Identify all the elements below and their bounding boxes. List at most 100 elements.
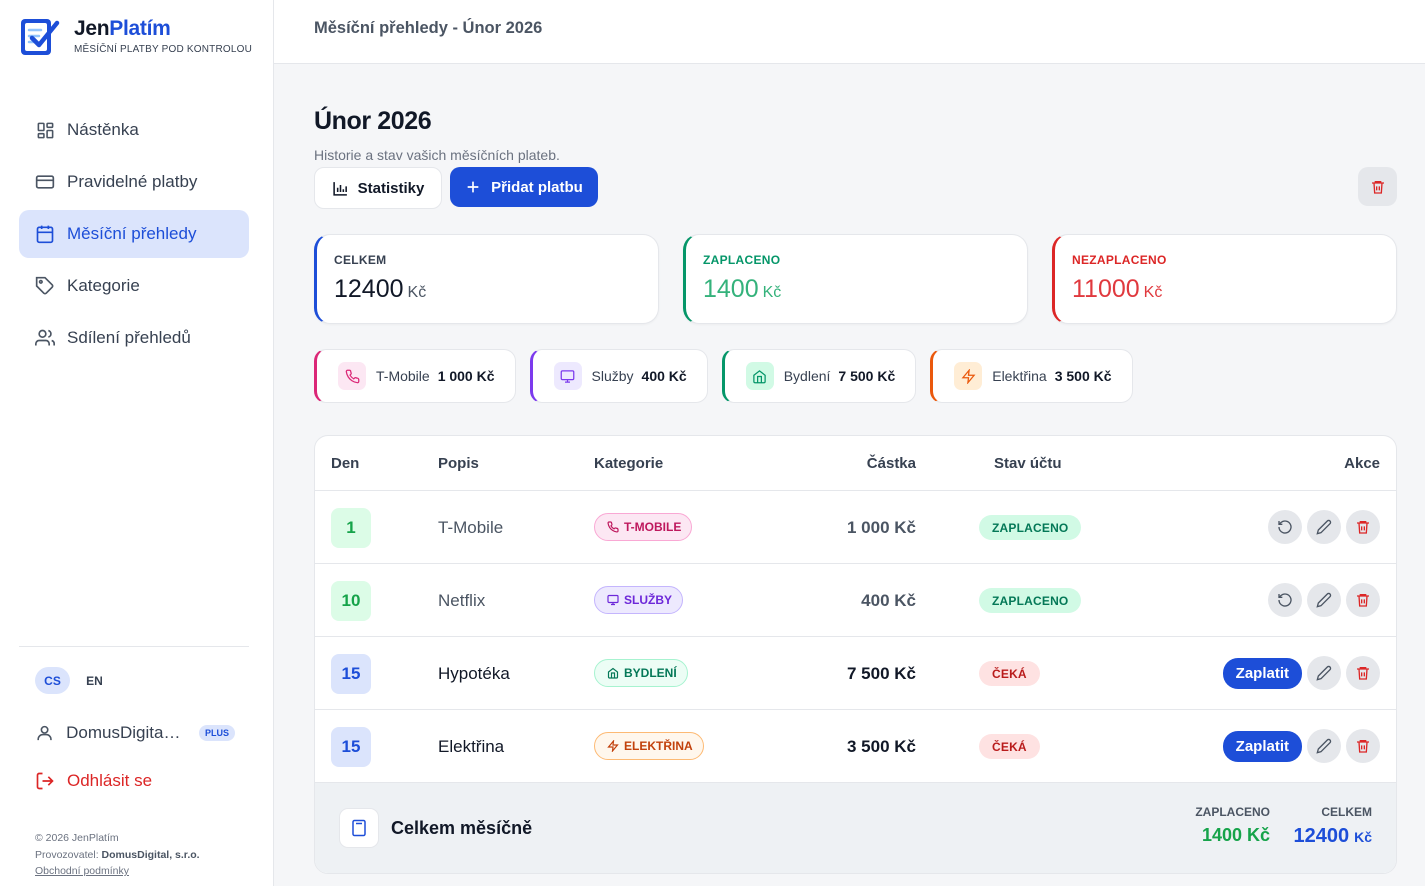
add-payment-label: Přidat platbu bbox=[491, 178, 583, 196]
edit-payment-button[interactable] bbox=[1307, 583, 1341, 617]
summary-unpaid-card: NEZAPLACENO 11000 Kč bbox=[1052, 234, 1397, 324]
category-chip-name: Služby bbox=[591, 368, 634, 384]
lightning-icon bbox=[607, 740, 619, 752]
table-row: 10 Netflix SLUŽBY 400 Kč ZAPLACENO bbox=[315, 564, 1396, 637]
users-icon bbox=[35, 328, 55, 348]
table-header: Den Popis Kategorie Částka Stav účtu Akc… bbox=[315, 436, 1396, 491]
edit-payment-button[interactable] bbox=[1307, 729, 1341, 763]
logout-button[interactable]: Odhlásit se bbox=[35, 771, 152, 791]
sidebar-item-pravidelne-platby[interactable]: Pravidelné platby bbox=[19, 158, 249, 206]
sidebar-item-label: Pravidelné platby bbox=[67, 172, 198, 191]
payment-amount: 3 500 Kč bbox=[847, 737, 916, 756]
summary-total-label: CELKEM bbox=[334, 253, 387, 267]
pay-button[interactable]: Zaplatit bbox=[1222, 657, 1302, 689]
delete-payment-button[interactable] bbox=[1346, 656, 1380, 690]
monitor-icon bbox=[607, 594, 619, 606]
category-badge: SLUŽBY bbox=[594, 586, 683, 614]
status-badge: ČEKÁ bbox=[979, 661, 1040, 686]
copyright: © 2026 JenPlatím bbox=[35, 832, 119, 844]
day-badge: 10 bbox=[331, 581, 371, 621]
pay-button[interactable]: Zaplatit bbox=[1222, 730, 1302, 762]
footer-total-label: CELKEM bbox=[1321, 805, 1372, 819]
category-chip-amount: 1 000 Kč bbox=[437, 368, 495, 384]
row-actions bbox=[1263, 510, 1380, 544]
sidebar-item-mesicni-prehledy[interactable]: Měsíční přehledy bbox=[19, 210, 249, 258]
status-badge: ZAPLACENO bbox=[979, 588, 1082, 613]
statistics-label: Statistiky bbox=[357, 179, 425, 197]
pencil-icon bbox=[1316, 592, 1332, 608]
footer-paid-label: ZAPLACENO bbox=[1195, 805, 1270, 819]
category-badge: ELEKTŘINA bbox=[594, 732, 704, 760]
footer-total-value: 12400 Kč bbox=[1293, 825, 1372, 847]
sidebar-item-kategorie[interactable]: Kategorie bbox=[19, 262, 249, 310]
category-chip-amount: 7 500 Kč bbox=[838, 368, 896, 384]
language-switcher: CS EN bbox=[35, 667, 119, 694]
header-status: Stav účtu bbox=[994, 455, 1062, 472]
lang-en-button[interactable]: EN bbox=[86, 673, 103, 688]
sidebar-item-label: Měsíční přehledy bbox=[67, 224, 197, 243]
undo-icon bbox=[1278, 520, 1292, 534]
delete-payment-button[interactable] bbox=[1346, 729, 1380, 763]
summary-total-card: CELKEM 12400 Kč bbox=[314, 234, 659, 324]
trash-icon bbox=[1357, 740, 1369, 753]
sidebar-item-sdileni-prehledu[interactable]: Sdílení přehledů bbox=[19, 314, 249, 362]
logo-icon bbox=[21, 19, 60, 55]
payment-amount: 7 500 Kč bbox=[847, 664, 916, 683]
monitor-icon bbox=[553, 362, 582, 390]
trash-icon bbox=[1357, 594, 1369, 607]
category-chip-sluzby[interactable]: Služby 400 Kč bbox=[529, 349, 708, 403]
sidebar-nav: Nástěnka Pravidelné platby Měsíční přehl… bbox=[19, 106, 249, 366]
statistics-button[interactable]: Statistiky bbox=[314, 167, 442, 209]
category-chip-elektrina[interactable]: Elektřina 3 500 Kč bbox=[930, 349, 1133, 403]
delete-payment-button[interactable] bbox=[1346, 583, 1380, 617]
undo-payment-button[interactable] bbox=[1268, 583, 1302, 617]
table-footer: Celkem měsíčně ZAPLACENO 1400 Kč CELKEM … bbox=[315, 783, 1396, 873]
day-badge: 15 bbox=[331, 654, 371, 694]
calendar-icon bbox=[35, 224, 55, 244]
dashboard-icon bbox=[35, 120, 55, 140]
header-description: Popis bbox=[438, 455, 479, 472]
payment-description: Elektřina bbox=[438, 737, 505, 756]
sidebar-item-label: Sdílení přehledů bbox=[67, 328, 191, 347]
summary-paid-label: ZAPLACENO bbox=[703, 253, 781, 267]
delete-payment-button[interactable] bbox=[1346, 510, 1380, 544]
credit-card-icon bbox=[35, 172, 55, 192]
category-chip-bydleni[interactable]: Bydlení 7 500 Kč bbox=[721, 349, 917, 403]
operator-name: DomusDigital, s.r.o. bbox=[101, 848, 200, 861]
trash-icon bbox=[1357, 667, 1369, 680]
footer-total: CELKEM 12400 Kč bbox=[1293, 805, 1372, 848]
summary-unpaid-label: NEZAPLACENO bbox=[1072, 253, 1167, 267]
brand[interactable]: JenPlatím MĚSÍČNÍ PLATBY POD KONTROLOU bbox=[18, 14, 252, 58]
operator-label: Provozovatel: bbox=[35, 848, 99, 861]
category-chip-name: Bydlení bbox=[783, 368, 831, 384]
table-row: 1 T-Mobile T-MOBILE 1 000 Kč ZAPLACENO bbox=[315, 491, 1396, 564]
brand-name: JenPlatím bbox=[74, 17, 171, 40]
add-payment-button[interactable]: Přidat platbu bbox=[450, 167, 598, 207]
category-summary: T-Mobile 1 000 Kč Služby 400 Kč Bydlení … bbox=[314, 349, 1147, 403]
undo-payment-button[interactable] bbox=[1268, 510, 1302, 544]
header-day: Den bbox=[331, 455, 360, 472]
category-badge: BYDLENÍ bbox=[594, 659, 688, 687]
edit-payment-button[interactable] bbox=[1307, 510, 1341, 544]
bar-chart-icon bbox=[332, 181, 347, 196]
user-icon bbox=[37, 725, 52, 741]
terms-link[interactable]: Obchodní podmínky bbox=[35, 865, 129, 877]
category-chip-tmobile[interactable]: T-Mobile 1 000 Kč bbox=[314, 349, 516, 403]
category-badge: T-MOBILE bbox=[594, 513, 693, 541]
summary-paid-value: 1400 Kč bbox=[703, 275, 782, 303]
payment-description: T-Mobile bbox=[438, 518, 504, 537]
edit-payment-button[interactable] bbox=[1307, 656, 1341, 690]
delete-month-button[interactable] bbox=[1358, 167, 1397, 206]
logout-icon bbox=[36, 772, 54, 790]
sidebar-item-nastenka[interactable]: Nástěnka bbox=[19, 106, 249, 154]
header-category: Kategorie bbox=[594, 455, 664, 472]
summary-unpaid-value: 11000 Kč bbox=[1072, 275, 1163, 303]
lightning-icon bbox=[954, 362, 983, 390]
tag-icon bbox=[35, 276, 55, 296]
row-actions: Zaplatit bbox=[1222, 729, 1380, 763]
summary-total-value: 12400 Kč bbox=[334, 275, 427, 303]
user-profile[interactable]: DomusDigital... PLUS bbox=[35, 723, 235, 743]
lang-cs-button[interactable]: CS bbox=[35, 667, 70, 694]
category-chip-name: T-Mobile bbox=[376, 368, 430, 384]
header-amount: Částka bbox=[866, 455, 916, 472]
